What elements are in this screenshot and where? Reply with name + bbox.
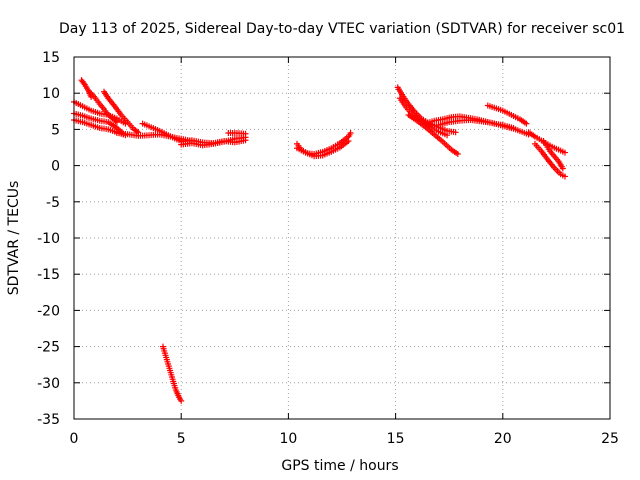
y-tick-label: 10 bbox=[42, 86, 60, 102]
axis-ticks bbox=[73, 56, 611, 420]
y-tick-label: -35 bbox=[37, 412, 60, 428]
y-tick-label: -30 bbox=[37, 376, 60, 392]
x-tick-label: 15 bbox=[387, 431, 405, 447]
data-points bbox=[71, 77, 568, 404]
y-tick-label: -25 bbox=[37, 340, 60, 356]
tick-labels: 0 5 10 15 20 25 15 10 5 0 -5 -10 -15 -20 -25 -30 -35 bbox=[37, 50, 619, 447]
data-point bbox=[454, 151, 461, 158]
data-point bbox=[561, 149, 568, 156]
data-point bbox=[452, 129, 459, 136]
y-tick-label: -15 bbox=[37, 267, 60, 283]
data-point bbox=[559, 165, 566, 172]
chart-title: Day 113 of 2025, Sidereal Day-to-day VTE… bbox=[59, 21, 625, 37]
x-tick-label: 5 bbox=[177, 431, 186, 447]
data-point bbox=[444, 132, 451, 139]
y-tick-label: -5 bbox=[46, 195, 60, 211]
x-tick-label: 0 bbox=[70, 431, 79, 447]
x-tick-label: 25 bbox=[601, 431, 619, 447]
data-point bbox=[242, 130, 249, 137]
grid-lines bbox=[74, 57, 610, 419]
y-tick-label: -20 bbox=[37, 303, 60, 319]
x-axis-label: GPS time / hours bbox=[281, 458, 398, 474]
y-tick-label: 0 bbox=[51, 159, 60, 175]
x-tick-label: 10 bbox=[279, 431, 297, 447]
y-tick-label: 5 bbox=[51, 122, 60, 138]
data-point bbox=[345, 137, 352, 144]
data-point bbox=[347, 130, 354, 137]
x-tick-label: 20 bbox=[494, 431, 512, 447]
data-point bbox=[113, 119, 120, 126]
data-point bbox=[178, 397, 185, 404]
y-tick-label: -10 bbox=[37, 231, 60, 247]
data-point bbox=[523, 120, 530, 127]
y-axis-label: SDTVAR / TECUs bbox=[6, 181, 22, 296]
data-point bbox=[242, 137, 249, 144]
y-tick-label: 15 bbox=[42, 50, 60, 66]
data-point bbox=[561, 173, 568, 180]
